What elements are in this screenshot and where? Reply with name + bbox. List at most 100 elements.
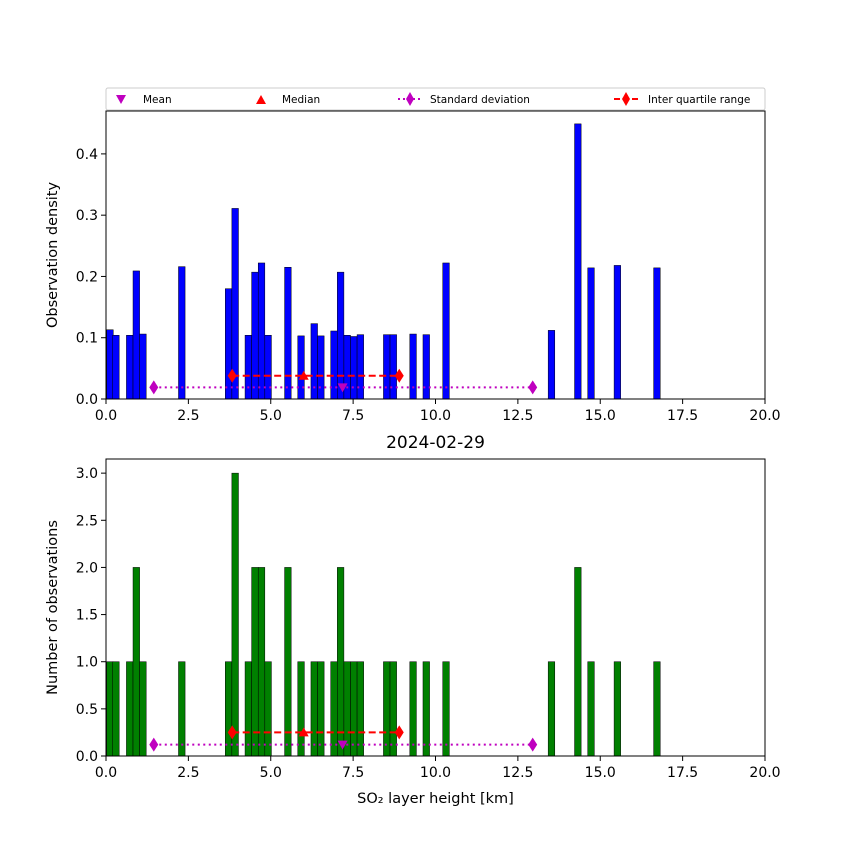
density-bar: [225, 288, 233, 400]
density-iqr-marker: [227, 368, 237, 383]
density-bar: [132, 270, 140, 400]
count-y-tick-label: 1.0: [76, 655, 98, 671]
count-bar: [126, 661, 134, 757]
count-bar: [337, 567, 345, 757]
density-bar: [343, 335, 351, 400]
density-chart: 0.0 2.5 5.0 7.5 10.0 12.5 15.0 17.5 20.0 0.00.10…: [45, 110, 781, 424]
density-bar: [442, 262, 450, 400]
count-x-tick-label: 12.5: [502, 765, 533, 781]
density-x-tick-label: 12.5: [502, 408, 533, 424]
density-y-tick-label: 0.2: [76, 269, 98, 285]
count-y-tick-label: 0.0: [76, 749, 98, 765]
count-bar: [356, 661, 364, 757]
density-bar: [244, 335, 252, 400]
density-x-tick-label: 17.5: [667, 408, 698, 424]
density-x-tick-label: 20.0: [749, 408, 780, 424]
density-std-marker: [528, 380, 538, 395]
count-bar: [653, 661, 661, 757]
density-x-ticks: 0.0 2.5 5.0 7.5 10.0 12.5 15.0 17.5 20.0: [95, 399, 781, 424]
density-bar: [409, 333, 417, 400]
count-median-marker: [298, 727, 309, 737]
legend-entry-std: Standard deviation: [398, 92, 530, 106]
density-axes-frame: [105, 110, 766, 400]
chart-title: 2024-02-29: [386, 433, 485, 453]
legend-entry-mean: Mean: [116, 94, 172, 106]
iqr-marker-icon: [622, 92, 630, 106]
count-x-tick-label: 17.5: [667, 765, 698, 781]
density-bar: [547, 330, 556, 400]
count-y-tick-label: 1.5: [76, 608, 98, 624]
legend-label-iqr: Inter quartile range: [648, 94, 750, 106]
count-x-tick-label: 5.0: [260, 765, 282, 781]
density-bar: [297, 335, 305, 400]
density-y-tick-label: 0.3: [76, 208, 98, 224]
density-mean-marker: [337, 383, 348, 393]
count-x-tick-label: 20.0: [749, 765, 780, 781]
density-y-tick-label: 0.1: [76, 331, 98, 347]
density-std-marker: [149, 380, 159, 395]
density-y-axis-label: Observation density: [45, 182, 61, 328]
density-bar: [337, 271, 345, 400]
count-bar: [409, 661, 417, 757]
density-x-tick-label: 5.0: [260, 408, 282, 424]
density-x-tick-label: 7.5: [342, 408, 364, 424]
count-y-ticks: 0.0 0.5 1.0 1.5 2.0 2.5 3.0: [76, 466, 106, 765]
count-bar: [350, 661, 358, 757]
count-bar: [178, 661, 186, 757]
median-marker-icon: [256, 95, 266, 104]
count-y-tick-label: 3.0: [76, 466, 98, 482]
density-bar: [139, 333, 147, 400]
legend: Mean Median Standard deviation Inter qua…: [105, 87, 766, 111]
count-bar: [422, 661, 430, 757]
count-bar: [251, 567, 259, 757]
density-y-tick-label: 0.4: [76, 147, 98, 163]
count-mean-marker: [337, 740, 348, 750]
density-bar: [613, 265, 621, 400]
density-bars: [106, 123, 661, 400]
std-marker-icon: [406, 92, 414, 106]
density-median-marker: [298, 370, 309, 380]
density-x-tick-label: 15.0: [585, 408, 616, 424]
count-stats: [149, 725, 538, 752]
legend-label-median: Median: [282, 94, 320, 106]
count-bar: [257, 567, 266, 757]
count-bar: [587, 661, 595, 757]
density-bar: [653, 267, 661, 400]
count-iqr-marker: [394, 725, 404, 740]
density-stats: [149, 368, 538, 395]
legend-label-mean: Mean: [143, 94, 172, 106]
density-y-ticks: 0.0 0.1 0.2 0.3 0.4: [76, 147, 106, 408]
density-bar: [317, 335, 325, 400]
count-std-marker: [528, 737, 538, 752]
density-bar: [106, 329, 114, 400]
count-bar: [297, 661, 305, 757]
density-bar: [178, 266, 186, 400]
count-bar: [244, 661, 252, 757]
count-bar: [574, 567, 582, 757]
count-bar: [231, 472, 239, 757]
count-bar: [330, 661, 338, 757]
density-bar: [587, 267, 595, 400]
count-bar: [225, 661, 233, 757]
count-bars: [106, 472, 661, 757]
count-x-tick-label: 2.5: [177, 765, 199, 781]
count-x-tick-label: 10.0: [420, 765, 451, 781]
count-bar: [317, 661, 325, 757]
density-bar: [257, 262, 266, 400]
count-bar: [284, 567, 292, 757]
count-bar: [389, 661, 397, 757]
density-bar: [264, 335, 272, 400]
count-bar: [132, 567, 140, 757]
density-bar: [284, 267, 292, 400]
count-bar: [106, 661, 114, 757]
count-x-tick-label: 7.5: [342, 765, 364, 781]
count-chart: 0.0 2.5 5.0 7.5 10.0 12.5 15.0 17.5 20.0 0.0 0.5 1…: [45, 458, 781, 807]
density-y-tick-label: 0.0: [76, 392, 98, 408]
legend-box: [105, 87, 766, 111]
density-x-tick-label: 2.5: [177, 408, 199, 424]
count-x-ticks: 0.0 2.5 5.0 7.5 10.0 12.5 15.0 17.5 20.0: [95, 756, 781, 781]
count-x-tick-label: 15.0: [585, 765, 616, 781]
count-y-tick-label: 2.0: [76, 560, 98, 576]
count-std-marker: [149, 737, 159, 752]
density-bar: [574, 123, 582, 400]
